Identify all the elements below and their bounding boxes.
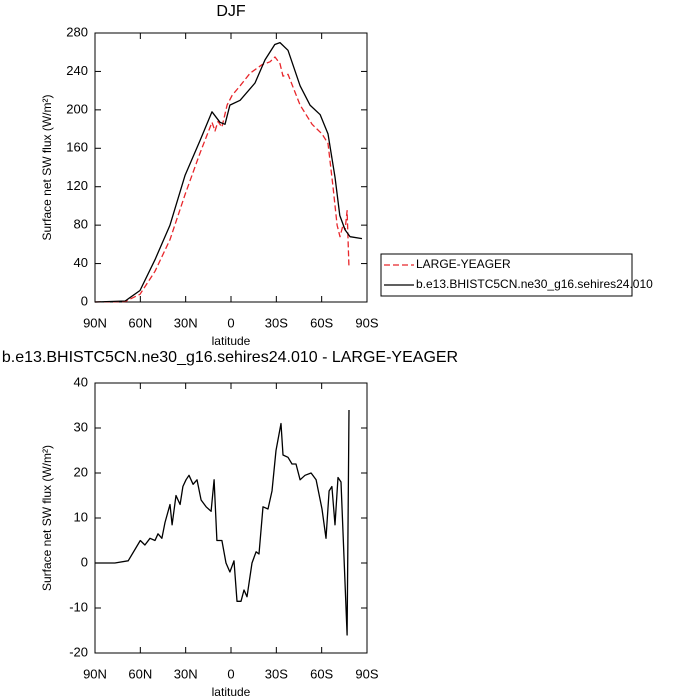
x-axis-label: latitude xyxy=(212,334,251,348)
y-tick-label: 120 xyxy=(66,178,88,193)
y-tick-label: -10 xyxy=(69,599,88,614)
y-tick-label: 160 xyxy=(66,140,88,155)
y-tick-label: 40 xyxy=(74,255,88,270)
x-tick-label: 30S xyxy=(265,666,288,681)
y-tick-label: 0 xyxy=(81,554,88,569)
x-tick-label: 60N xyxy=(128,315,152,330)
legend-label: LARGE-YEAGER xyxy=(416,257,511,271)
chart-title: DJF xyxy=(216,3,246,20)
y-tick-label: 200 xyxy=(66,101,88,116)
y-tick-label: 20 xyxy=(74,464,88,479)
chart-title: b.e13.BHISTC5CN.ne30_g16.sehires24.010 -… xyxy=(2,349,458,366)
x-tick-label: 60N xyxy=(128,666,152,681)
data-line xyxy=(94,56,350,303)
data-line xyxy=(95,409,350,636)
x-tick-label: 30S xyxy=(265,315,288,330)
x-tick-label: 0 xyxy=(227,666,234,681)
y-tick-label: 80 xyxy=(74,217,88,232)
y-axis-label: Surface net SW flux (W/m²) xyxy=(40,445,54,591)
x-tick-label: 60S xyxy=(310,666,333,681)
y-tick-label: 30 xyxy=(74,419,88,434)
y-tick-label: 40 xyxy=(74,374,88,389)
legend-box xyxy=(380,253,633,297)
y-tick-label: -20 xyxy=(69,644,88,659)
y-tick-label: 280 xyxy=(66,24,88,39)
x-tick-label: 0 xyxy=(227,315,234,330)
plot-frame xyxy=(94,32,368,303)
y-tick-label: 240 xyxy=(66,63,88,78)
data-line xyxy=(94,41,363,303)
plot-frame xyxy=(94,382,368,654)
legend-label: b.e13.BHISTC5CN.ne30_g16.sehires24.010 xyxy=(416,277,653,291)
x-tick-label: 60S xyxy=(310,315,333,330)
x-tick-label: 90N xyxy=(83,666,107,681)
x-tick-label: 30N xyxy=(174,666,198,681)
x-axis-label: latitude xyxy=(212,685,251,699)
x-tick-label: 30N xyxy=(174,315,198,330)
y-tick-label: 0 xyxy=(81,293,88,308)
y-tick-label: 10 xyxy=(74,509,88,524)
x-tick-label: 90N xyxy=(83,315,107,330)
x-tick-label: 90S xyxy=(355,315,378,330)
y-axis-label: Surface net SW flux (W/m²) xyxy=(40,94,54,240)
x-tick-label: 90S xyxy=(355,666,378,681)
